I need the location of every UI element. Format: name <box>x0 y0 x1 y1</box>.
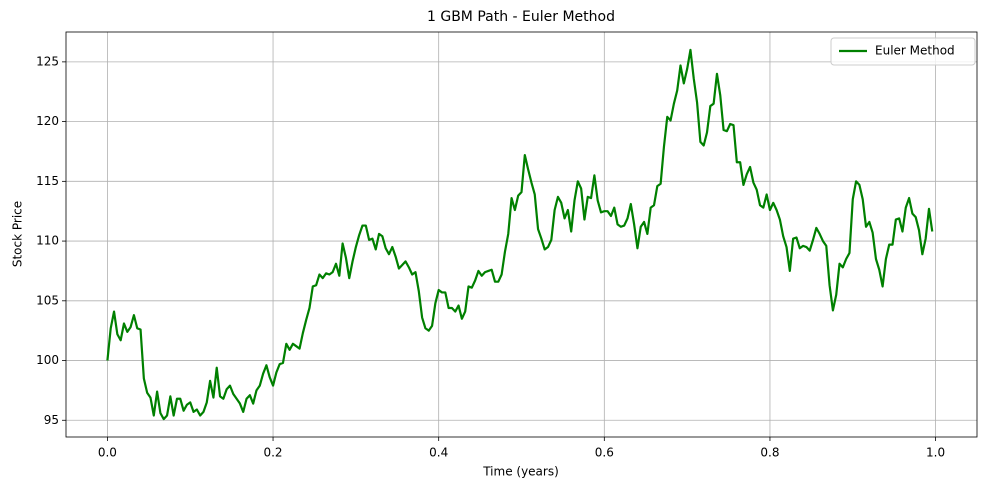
x-tick-label: 0.2 <box>263 446 282 460</box>
x-tick-label: 0.8 <box>760 446 779 460</box>
y-tick-label: 125 <box>36 54 59 68</box>
legend-box <box>830 37 976 66</box>
x-tick-label: 0.4 <box>429 446 448 460</box>
y-tick-label: 110 <box>36 234 59 248</box>
axes-frame <box>65 31 978 438</box>
y-tick-label: 95 <box>44 413 59 427</box>
y-tick-label: 100 <box>36 353 59 367</box>
line <box>106 48 934 421</box>
y-tick-label: 105 <box>36 293 59 307</box>
legend-label: Euler Method <box>875 44 955 58</box>
y-tick-label: 115 <box>36 174 59 188</box>
y-tick-label: 120 <box>36 114 59 128</box>
x-tick-label: 0.0 <box>98 446 117 460</box>
x-axis-label: Time (years) <box>482 465 559 479</box>
x-tick-label: 0.6 <box>595 446 614 460</box>
legend: Euler Method <box>830 37 976 66</box>
chart-title: 1 GBM Path - Euler Method <box>427 9 615 25</box>
y-axis-label: Stock Price <box>11 201 25 267</box>
x-tick-label: 1.0 <box>926 446 945 460</box>
